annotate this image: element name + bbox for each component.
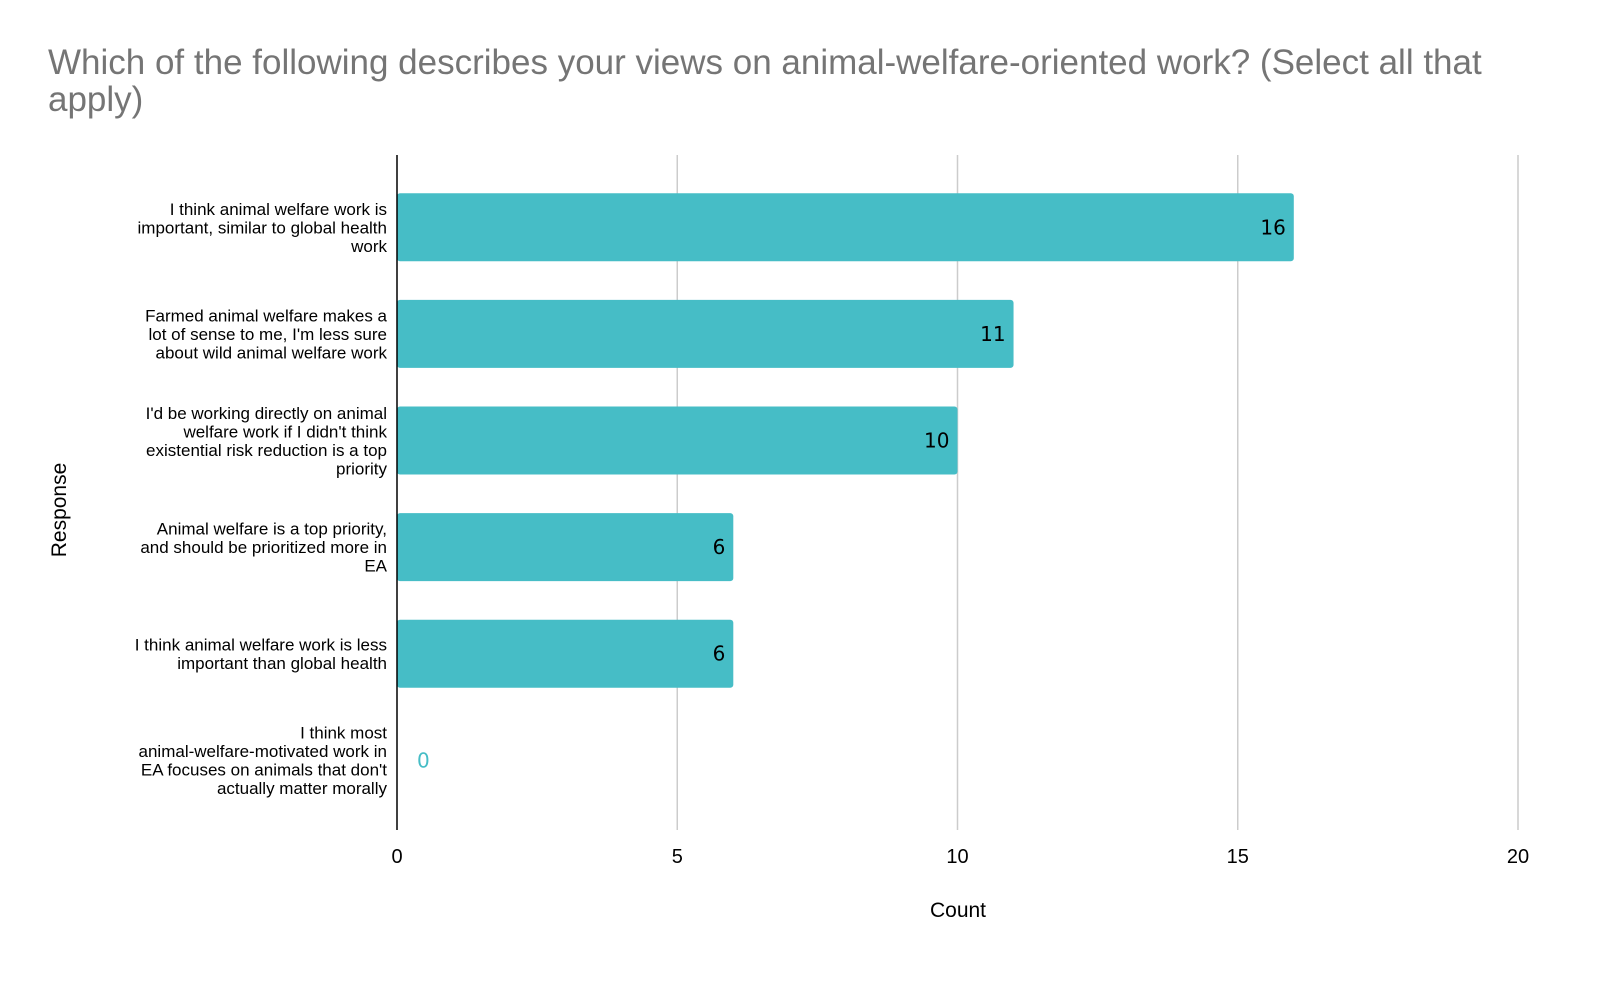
y-category-label: important than global health (177, 654, 387, 673)
y-category-label: I'd be working directly on animal (146, 404, 387, 423)
y-category-label: I think most (300, 724, 387, 743)
y-category-label: existential risk reduction is a top (146, 441, 387, 460)
data-label: 6 (713, 535, 726, 559)
y-category-label: actually matter morally (217, 779, 388, 798)
x-tick-label: 10 (946, 846, 968, 868)
data-label: 6 (713, 642, 726, 666)
data-label: 10 (924, 429, 949, 453)
chart-title: Which of the following describes your vi… (48, 43, 1482, 119)
y-category-label: work (350, 237, 387, 256)
y-category-label: I think animal welfare work is less (135, 635, 387, 654)
bar (397, 299, 1014, 368)
y-category-label: and should be prioritized more in (140, 538, 387, 557)
y-category-label: Farmed animal welfare makes a (145, 306, 387, 325)
x-tick-label: 5 (672, 846, 683, 868)
y-category-label: EA focuses on animals that don't (141, 761, 387, 780)
bar (397, 406, 958, 475)
x-tick-label: 20 (1507, 846, 1529, 868)
x-axis-title: Count (930, 899, 986, 922)
y-category-label: Animal welfare is a top priority, (157, 520, 387, 539)
bar (397, 513, 734, 582)
bar (397, 619, 734, 688)
y-category-label: welfare work if I didn't think (182, 422, 387, 441)
x-tick-label: 0 (391, 846, 402, 868)
y-category-label: lot of sense to me, I'm less sure (148, 325, 387, 344)
y-axis-title: Response (48, 463, 71, 558)
data-label: 11 (980, 322, 1005, 346)
x-tick-label: 15 (1227, 846, 1249, 868)
y-category-label: priority (336, 459, 388, 478)
y-category-label: EA (364, 557, 387, 576)
data-label: 0 (417, 748, 430, 772)
data-label: 16 (1260, 215, 1285, 239)
bar (397, 193, 1294, 262)
y-category-label: about wild animal welfare work (156, 343, 388, 362)
y-category-label: I think animal welfare work is (170, 200, 387, 219)
y-category-label: important, similar to global health (138, 218, 387, 237)
y-category-label: animal-welfare-motivated work in (139, 742, 387, 761)
